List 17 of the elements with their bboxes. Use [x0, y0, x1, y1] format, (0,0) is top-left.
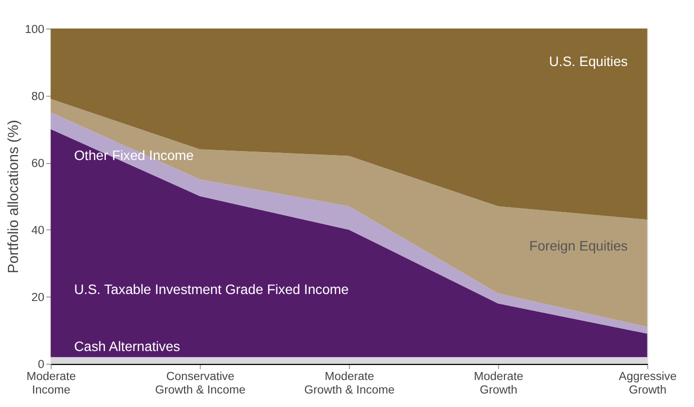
- y-tick-label: 60: [31, 157, 45, 170]
- x-tick-label: Moderate Growth & Income: [304, 370, 395, 397]
- y-axis-title: Portfolio allocations (%): [6, 120, 22, 274]
- x-tick-label: Moderate Income: [26, 370, 76, 397]
- y-tick-label: 100: [24, 22, 45, 36]
- series-label: Foreign Equities: [529, 238, 628, 254]
- x-tick-label: Conservative Growth & Income: [155, 370, 246, 397]
- series-label: U.S. Equities: [548, 54, 628, 69]
- y-tick-label: 0: [38, 358, 45, 372]
- y-tick-label: 80: [31, 90, 45, 103]
- y-tick-label: 40: [31, 224, 45, 238]
- x-tick-label: Moderate Growth: [474, 370, 524, 397]
- series-label: U.S. Taxable Investment Grade Fixed Income: [74, 282, 349, 297]
- series-label: Cash Alternatives: [74, 338, 180, 354]
- y-tick-label: 20: [31, 291, 45, 304]
- series-label: Other Fixed Income: [74, 148, 194, 163]
- x-tick-label: Aggressive Growth: [618, 370, 677, 397]
